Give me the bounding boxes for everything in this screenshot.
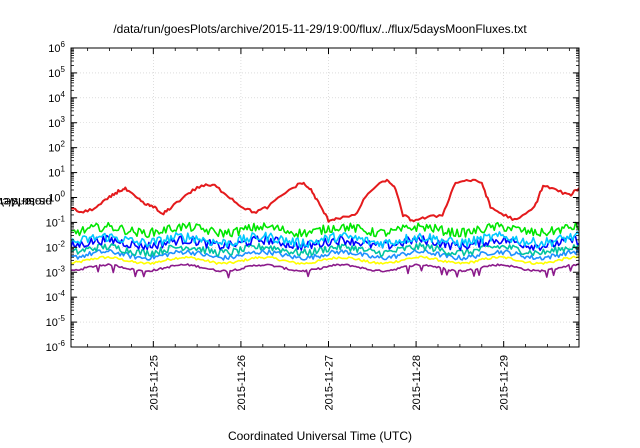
x-tick-label: 2015-11-26	[236, 355, 248, 410]
series-line	[71, 255, 579, 265]
y-tick-label: 10-2	[46, 239, 66, 254]
x-tick-label: 2015-11-29	[499, 355, 511, 410]
y-tick-label: 10-5	[46, 314, 66, 329]
series-line	[71, 231, 579, 249]
y-tick-label: 105	[48, 65, 65, 80]
data-series	[71, 178, 579, 279]
series-line	[71, 242, 579, 258]
y-tick-label: 104	[48, 90, 65, 105]
series-line	[71, 221, 579, 239]
series-line	[71, 263, 579, 279]
y-tick-label: 100	[48, 190, 65, 205]
series-line	[71, 234, 579, 251]
y-tick-label: 101	[48, 165, 65, 180]
y-tick-label: 10-6	[46, 339, 66, 354]
series-line	[71, 178, 579, 223]
x-tick-label: 2015-11-25	[148, 355, 160, 410]
x-axis-ticks: 2015-11-25 2015-11-26 2015-11-27 2015-11-28…	[87, 48, 570, 410]
y-tick-label: 10-1	[46, 214, 66, 229]
y-tick-label: 103	[48, 115, 65, 130]
y-tick-label: 10-3	[46, 264, 66, 279]
x-axis-label: Coordinated Universal Time (UTC)	[227, 429, 413, 443]
x-tick-label: 2015-11-27	[324, 355, 336, 410]
x-tick-label: 2015-11-28	[411, 355, 423, 410]
y-axis-label-post: -s-sr-MeV	[0, 195, 49, 210]
y-tick-label: 106	[48, 40, 65, 55]
y-tick-label: 10-4	[46, 289, 66, 304]
y-tick-label: 102	[48, 140, 65, 155]
plot-area	[71, 48, 579, 347]
series-line	[71, 248, 579, 261]
y-axis-ticks: 10-6 10-5 10-4 10-3 10-2 10-1 100 101 102 103 104 1…	[46, 40, 579, 354]
chart-title: /data/run/goesPlots/archive/2015-11-29/1…	[113, 22, 527, 36]
